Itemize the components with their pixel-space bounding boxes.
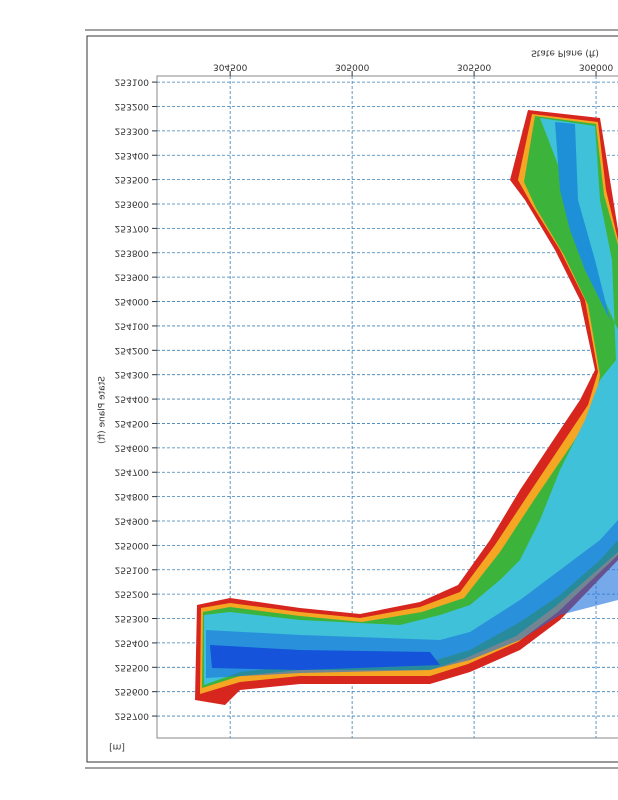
x-tick-label: 306000 xyxy=(579,62,614,72)
river-contours xyxy=(195,110,618,705)
y-tick-label: 255700 xyxy=(115,711,150,721)
y-tick-label: 253900 xyxy=(115,272,150,282)
y-tick-label: 253300 xyxy=(115,125,150,135)
y-tick-label: 254500 xyxy=(115,418,150,428)
y-axis-title: State Plane (ft) xyxy=(98,376,108,444)
y-tick-label: 253800 xyxy=(115,247,150,257)
y-tick-label: 254900 xyxy=(115,515,150,525)
y-tick-label: 255000 xyxy=(115,540,150,550)
plot-frame xyxy=(156,75,618,739)
contour-blue-lower xyxy=(206,520,618,678)
y-tick-label: 253600 xyxy=(115,199,150,209)
y-tick-label: 255200 xyxy=(115,589,150,599)
unit-label: [m] xyxy=(109,742,125,752)
figure-frame xyxy=(86,35,618,763)
y-tick-label: 254400 xyxy=(115,394,150,404)
y-tick-label: 254200 xyxy=(115,345,150,355)
y-tick-label: 255300 xyxy=(115,613,150,623)
y-tick-label: 255500 xyxy=(115,662,150,672)
y-tick-label: 253500 xyxy=(115,174,150,184)
y-tick-label: 253700 xyxy=(115,223,150,233)
y-tick-label: 254300 xyxy=(115,369,150,379)
y-tick-label: 255100 xyxy=(115,564,150,574)
y-tick-label: 255400 xyxy=(115,637,150,647)
x-tick-label: 304500 xyxy=(213,62,248,72)
y-tick-label: 254100 xyxy=(115,320,150,330)
x-axis-title: State Plane (ft) xyxy=(531,48,599,58)
y-tick-label: 253100 xyxy=(115,77,150,87)
contour-green xyxy=(202,116,618,688)
y-tick-label: 254600 xyxy=(115,442,150,452)
y-tick-label: 254800 xyxy=(115,491,150,501)
y-tick-label: 253200 xyxy=(115,101,150,111)
contour-blue-upper xyxy=(555,122,610,320)
x-tick-label: 305500 xyxy=(457,62,492,72)
y-tick-label: 253400 xyxy=(115,150,150,160)
y-tick-label: 255600 xyxy=(115,686,150,696)
y-tick-label: 254700 xyxy=(115,467,150,477)
y-tick-label: 254000 xyxy=(115,296,150,306)
x-tick-label: 305000 xyxy=(335,62,370,72)
